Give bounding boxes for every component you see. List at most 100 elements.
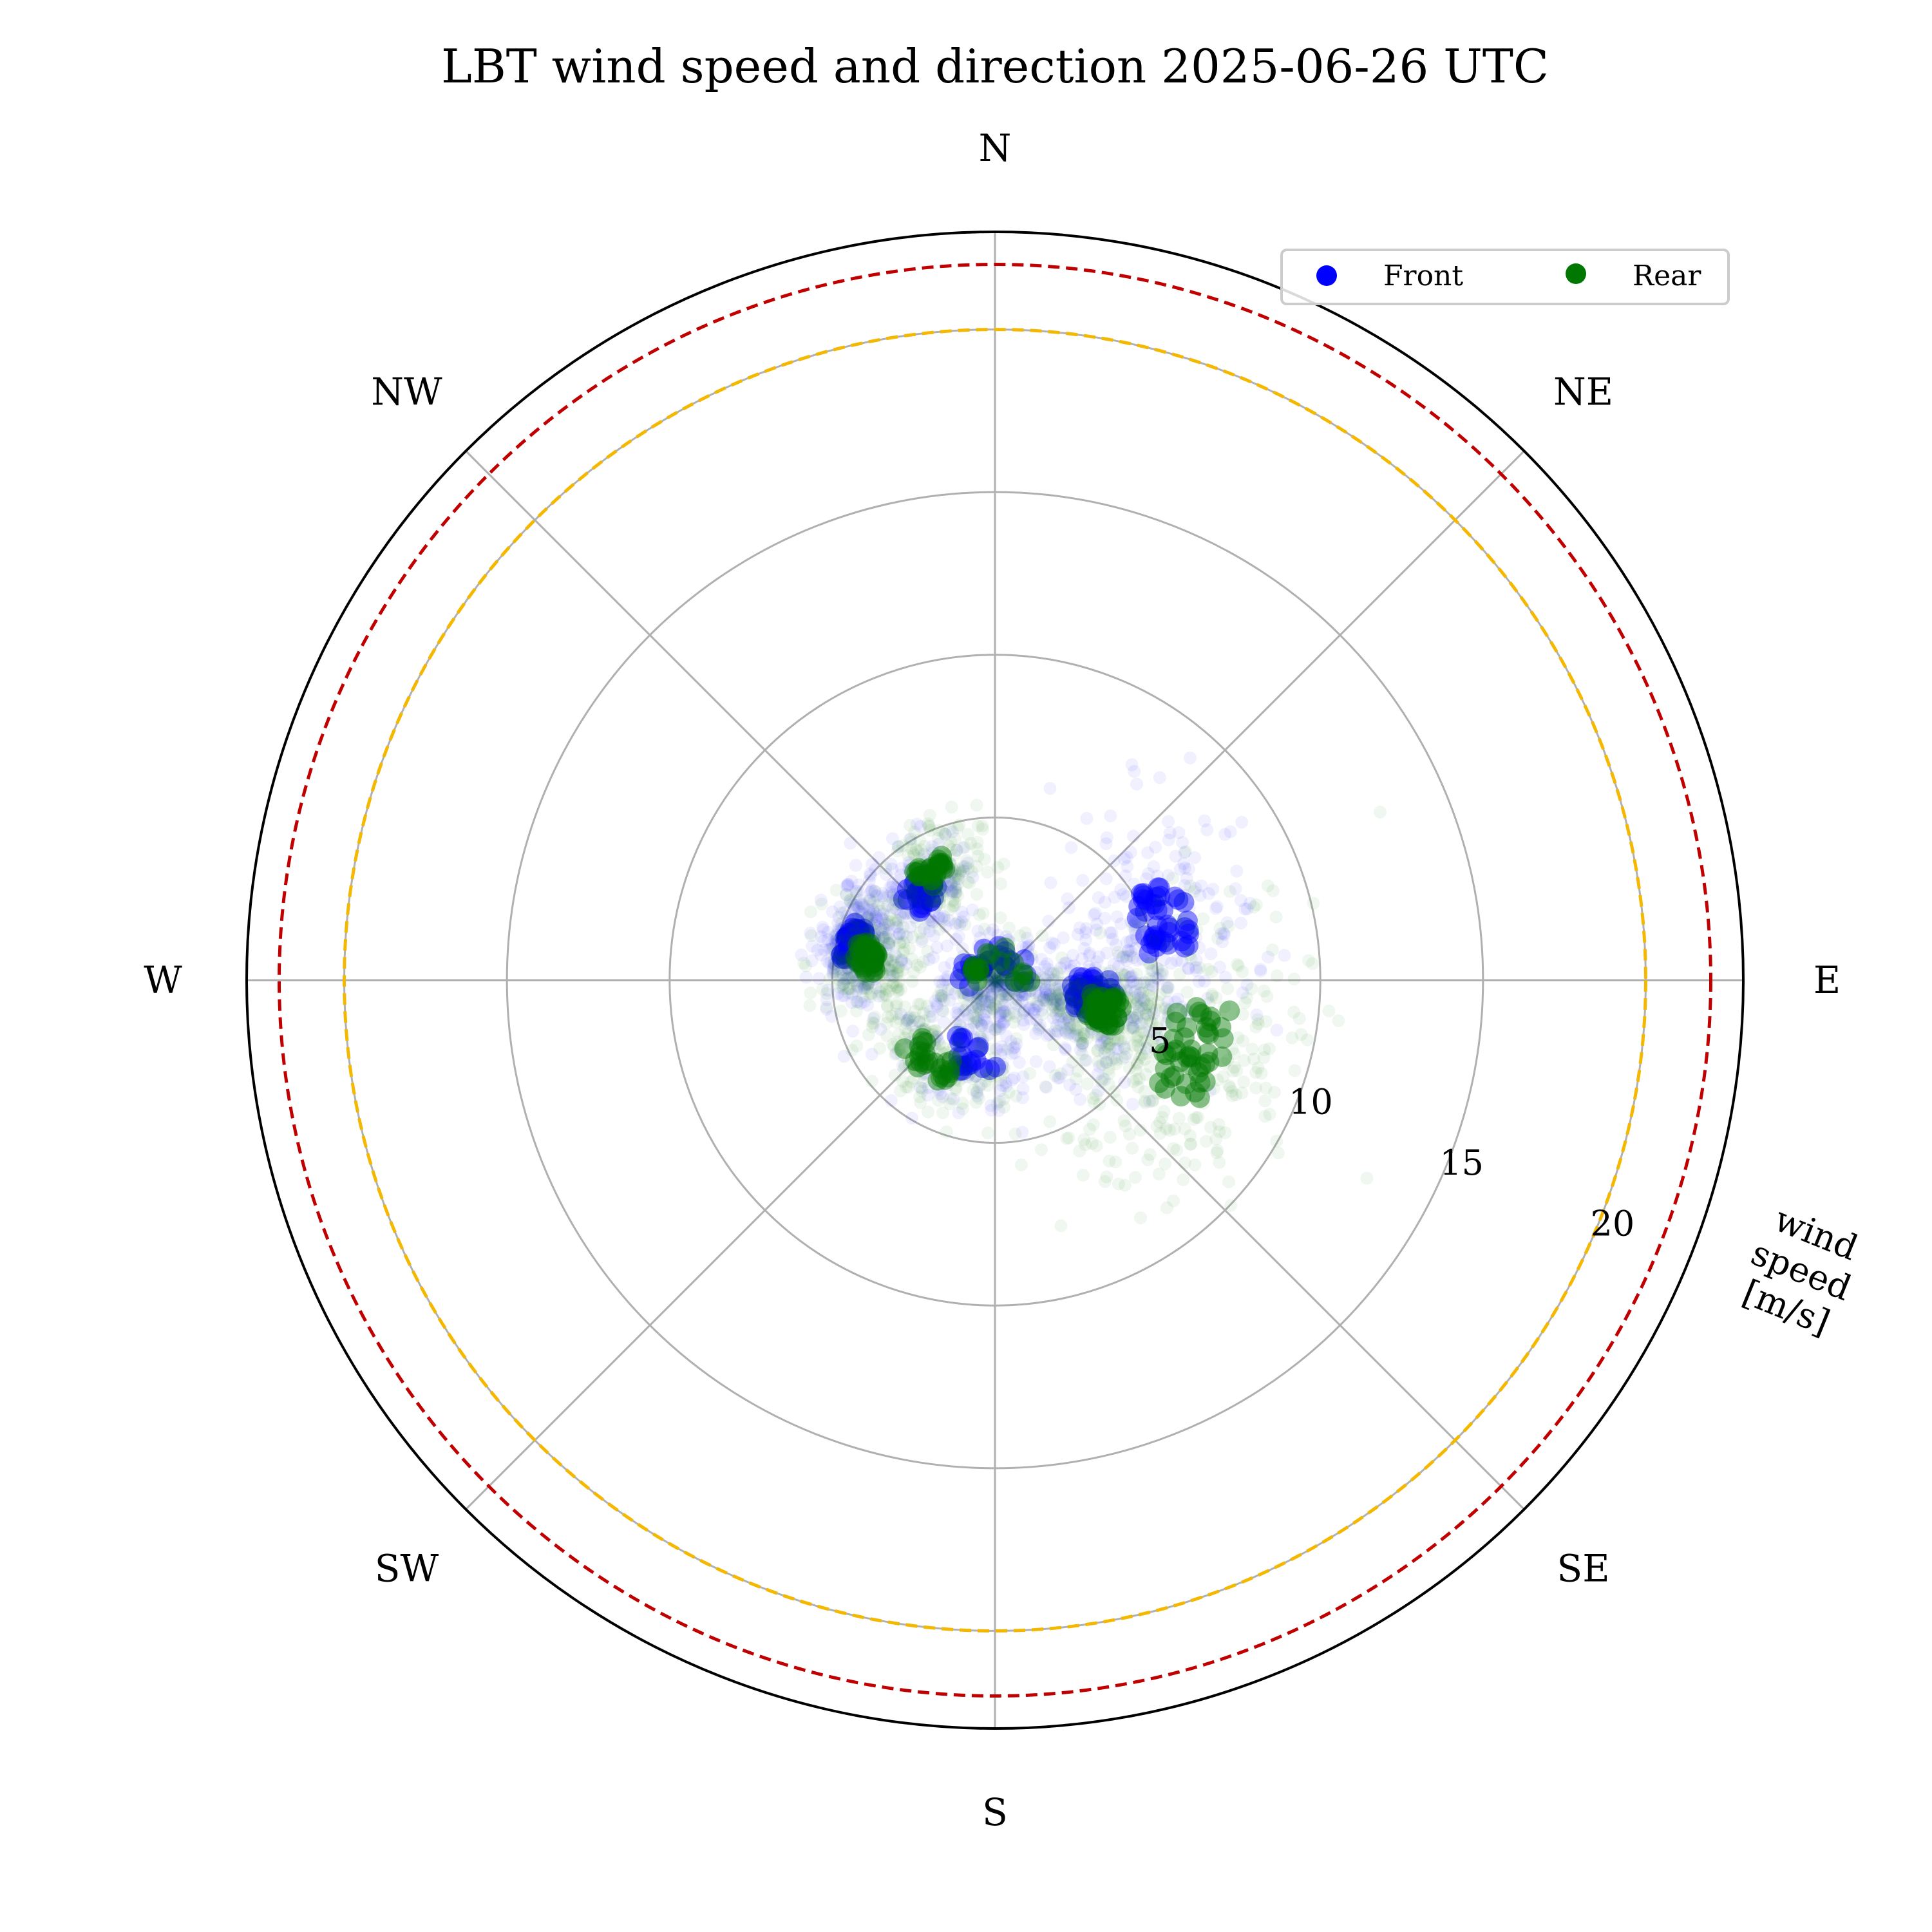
point-front: [934, 861, 947, 875]
point-rear: [1014, 977, 1027, 990]
direction-label-se: SE: [1557, 1547, 1610, 1591]
point-rear: [860, 982, 874, 996]
point-front: [1121, 1014, 1134, 1027]
point-rear: [934, 858, 956, 880]
point-front: [882, 936, 896, 950]
point-front: [976, 998, 989, 1011]
point-front: [983, 996, 996, 1009]
point-front: [1038, 960, 1052, 973]
point-rear: [1068, 980, 1081, 994]
point-rear: [1015, 1158, 1028, 1171]
point-front: [1011, 961, 1025, 975]
point-front: [867, 931, 880, 945]
point-front: [1002, 974, 1016, 988]
point-rear: [1101, 1025, 1114, 1039]
point-rear: [1002, 1086, 1016, 1099]
point-rear: [1287, 1005, 1301, 1019]
point-rear: [926, 862, 947, 884]
point-front: [961, 987, 974, 1001]
point-rear: [1082, 987, 1103, 1009]
point-rear: [1245, 982, 1258, 996]
point-rear: [930, 887, 943, 900]
point-front: [983, 980, 996, 993]
point-rear: [1054, 1018, 1068, 1032]
point-front: [1145, 929, 1166, 951]
point-front: [893, 890, 906, 904]
point-rear: [1170, 1051, 1191, 1072]
point-rear: [1128, 1009, 1142, 1023]
point-front: [952, 1069, 966, 1083]
point-front: [980, 1016, 994, 1029]
point-rear: [1148, 933, 1161, 947]
point-rear: [875, 980, 888, 994]
point-rear: [971, 842, 984, 856]
point-rear: [1245, 1043, 1259, 1056]
point-front: [1270, 1023, 1283, 1037]
point-front: [1079, 933, 1093, 947]
point-front: [939, 920, 952, 933]
point-front: [1115, 951, 1129, 964]
point-rear: [1142, 983, 1156, 997]
point-front: [879, 942, 893, 956]
point-front: [949, 974, 963, 987]
point-front: [945, 866, 959, 879]
point-front: [923, 1005, 937, 1018]
point-rear: [1079, 1138, 1092, 1151]
point-front: [846, 1025, 860, 1038]
point-front: [938, 973, 952, 987]
point-rear: [1160, 1067, 1181, 1088]
point-front: [1007, 1041, 1020, 1055]
point-front: [829, 934, 842, 948]
point-rear: [847, 958, 860, 972]
point-front: [894, 908, 907, 922]
point-rear: [1232, 959, 1245, 972]
point-front: [1065, 987, 1086, 1009]
point-front: [1058, 956, 1072, 970]
point-front: [931, 999, 944, 1013]
series-front-points: [795, 751, 1291, 1139]
point-rear: [949, 865, 962, 878]
point-rear: [890, 996, 904, 1010]
point-rear: [1127, 1039, 1141, 1052]
point-rear: [1101, 990, 1122, 1012]
point-front: [876, 913, 890, 926]
point-front: [877, 921, 891, 934]
point-rear: [920, 853, 933, 866]
point-front: [992, 972, 1005, 986]
point-rear: [844, 951, 857, 965]
point-front: [1119, 982, 1133, 996]
point-front: [869, 919, 883, 933]
point-rear: [1039, 1080, 1052, 1094]
point-rear: [1302, 954, 1316, 967]
point-rear: [1166, 1002, 1188, 1023]
point-front: [1162, 869, 1175, 882]
point-rear: [957, 1004, 971, 1018]
point-front: [1189, 953, 1203, 967]
point-rear: [828, 965, 842, 978]
point-front: [852, 974, 866, 987]
point-front: [1150, 925, 1163, 938]
point-front: [831, 922, 845, 936]
point-front: [1018, 1003, 1032, 1017]
point-front: [1218, 928, 1231, 942]
point-rear: [905, 896, 918, 910]
point-rear: [915, 1025, 929, 1037]
point-front: [1104, 983, 1125, 1005]
point-rear: [984, 961, 998, 974]
point-front: [990, 980, 1004, 993]
point-rear: [1151, 995, 1165, 1009]
point-front: [953, 1018, 967, 1032]
point-rear: [1092, 1000, 1113, 1021]
point-rear: [1195, 1071, 1216, 1092]
point-rear: [878, 954, 892, 967]
point-front: [846, 974, 860, 987]
point-front: [1025, 952, 1039, 966]
point-front: [1006, 982, 1019, 996]
point-front: [919, 859, 933, 872]
point-rear: [877, 933, 891, 946]
point-front: [866, 950, 880, 963]
point-rear: [1139, 1068, 1153, 1081]
point-rear: [893, 975, 906, 989]
point-front: [1016, 941, 1029, 954]
point-front: [1010, 1037, 1023, 1051]
